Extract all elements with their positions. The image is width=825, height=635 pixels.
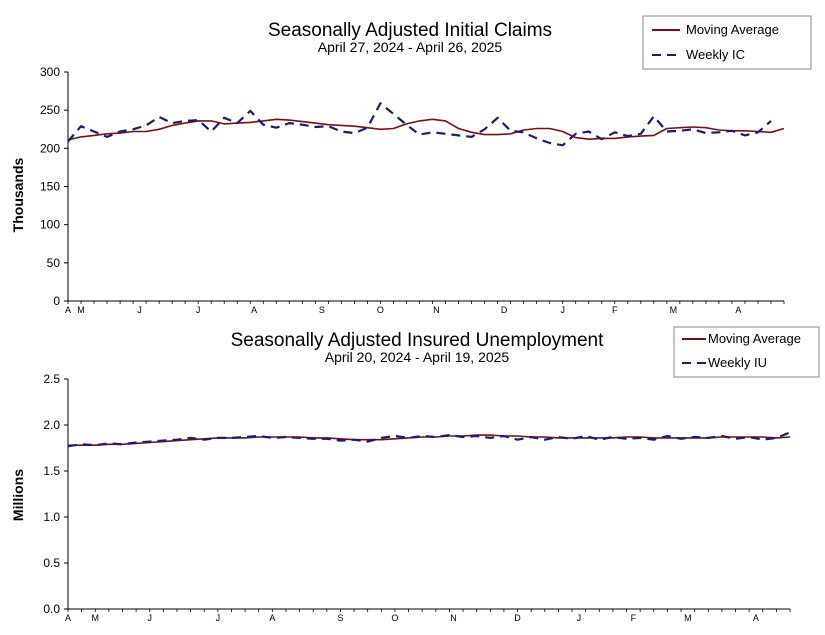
chart2-x-month-label: F [631,613,637,623]
chart2-x-month-label: M [684,613,692,623]
chart1-y-tick-label: 50 [47,256,61,270]
chart2-legend-label-ma: Moving Average [708,331,801,346]
chart1-y-tick-label: 200 [40,141,60,155]
chart1-y-tick-label: 300 [40,65,60,79]
chart1-series-moving-average-line [67,118,785,141]
chart1-legend-label-weekly: Weekly IC [686,47,745,62]
chart2-series-weekly-line [67,431,791,448]
chart2-legend-box [673,326,820,378]
chart2-plot-area [67,431,791,448]
chart2-y-tick-label: 2.5 [43,372,60,386]
chart1-y-axis: 0 50 100 150 200 250 300 [40,65,69,308]
chart2-y-axis: 0.0 0.5 1.0 1.5 2.0 2.5 [43,372,69,616]
chart1-legend-label-ma: Moving Average [686,22,779,37]
chart2-y-tick-label: 1.5 [43,464,60,478]
chart1-x-month-label: F [612,305,618,315]
chart1-x-month-label: M [77,305,85,315]
chart1-x-month-label: A [251,305,257,315]
chart1-x-month-label: O [377,305,384,315]
chart2-ylabel: Millions [10,469,26,521]
chart2-x-month-label: A [269,613,275,623]
chart1-x-month-label: N [433,305,440,315]
insured-unemployment-chart: Seasonally Adjusted Insured Unemployment… [10,326,820,623]
chart1-legend: Moving Average Weekly IC [642,15,812,70]
chart1-y-tick-label: 250 [40,103,60,117]
chart1-x-month-label: A [65,305,71,315]
chart1-x-month-label: A [735,305,741,315]
chart2-y-tick-label: 2.0 [43,418,60,432]
chart2-title: Seasonally Adjusted Insured Unemployment [231,330,605,351]
chart1-plot-area [67,102,785,147]
initial-claims-chart: Seasonally Adjusted Initial Claims April… [10,15,812,315]
chart2-x-month-label: J [577,613,582,623]
chart1-x-month-label: J [137,305,142,315]
chart2-x-month-label: N [450,613,457,623]
chart1-y-tick-label: 100 [40,218,60,232]
chart1-x-month-label: M [670,305,678,315]
chart2-x-month-label: S [337,613,343,623]
chart2-legend: Moving Average Weekly IU [673,326,820,378]
chart2-x-month-label: J [147,613,152,623]
chart2-y-tick-label: 0.0 [43,602,60,616]
chart1-title: Seasonally Adjusted Initial Claims [268,20,552,41]
chart2-x-month-label: D [514,613,521,623]
chart2-subtitle: April 20, 2024 - April 19, 2025 [325,349,510,365]
chart1-legend-box [642,15,812,70]
chart2-x-month-label: O [391,613,398,623]
chart1-y-tick-label: 0 [53,294,60,308]
chart1-series-weekly-line [67,102,772,147]
chart1-x-month-label: J [196,305,201,315]
chart1-ylabel: Thousands [10,157,26,232]
chart2-x-month-label: J [216,613,221,623]
chart2-x-month-label: M [91,613,99,623]
chart1-subtitle: April 27, 2024 - April 26, 2025 [318,39,503,55]
chart2-x-month-label: A [753,613,759,623]
chart2-y-tick-label: 1.0 [43,510,60,524]
chart1-x-month-label: J [560,305,565,315]
chart2-y-tick-label: 0.5 [43,556,60,570]
chart1-y-tick-label: 150 [40,180,60,194]
chart2-legend-label-weekly: Weekly IU [708,355,767,370]
chart1-x-month-label: D [501,305,508,315]
chart1-x-month-label: S [319,305,325,315]
chart2-x-month-label: A [65,613,71,623]
